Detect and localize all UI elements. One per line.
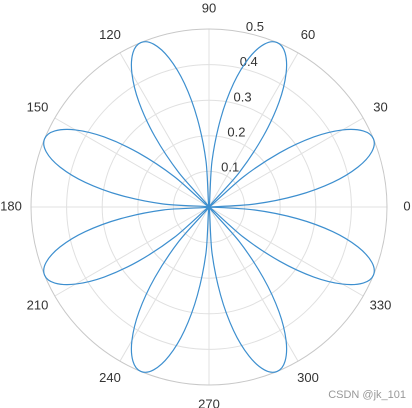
theta-grid-line — [208, 117, 364, 208]
theta-grid-line — [119, 52, 210, 208]
r-tick-label: 0.1 — [221, 159, 239, 174]
theta-tick-label: 150 — [27, 99, 49, 114]
theta-tick-label: 270 — [198, 396, 220, 408]
theta-tick-label: 120 — [99, 27, 121, 42]
theta-tick-label: 60 — [301, 27, 315, 42]
theta-grid-line — [208, 206, 299, 362]
r-tick-label: 0.5 — [246, 19, 264, 34]
theta-grid-line — [208, 206, 364, 297]
polar-line — [43, 41, 375, 373]
theta-tick-label: 240 — [99, 370, 121, 385]
theta-grid-line — [208, 52, 299, 208]
watermark: CSDN @jk_101 — [328, 389, 406, 401]
theta-tick-label: 300 — [297, 370, 319, 385]
theta-tick-label: 90 — [202, 0, 216, 15]
theta-grid-line — [54, 117, 210, 208]
r-grid-circle — [137, 135, 281, 279]
theta-tick-label: 30 — [373, 99, 387, 114]
theta-tick-label: 330 — [370, 297, 392, 312]
theta-grid-line — [119, 206, 210, 362]
r-tick-label: 0.3 — [234, 89, 252, 104]
r-grid-circle — [101, 99, 317, 315]
r-grid-circle — [30, 28, 388, 386]
r-tick-label: 0.2 — [227, 124, 245, 139]
theta-tick-label: 210 — [27, 297, 49, 312]
r-grid-circle — [172, 170, 246, 244]
theta-tick-label: 180 — [0, 198, 22, 213]
theta-tick-label: 0 — [403, 198, 410, 213]
r-grid-circle — [66, 64, 352, 350]
theta-grid-line — [54, 206, 210, 297]
